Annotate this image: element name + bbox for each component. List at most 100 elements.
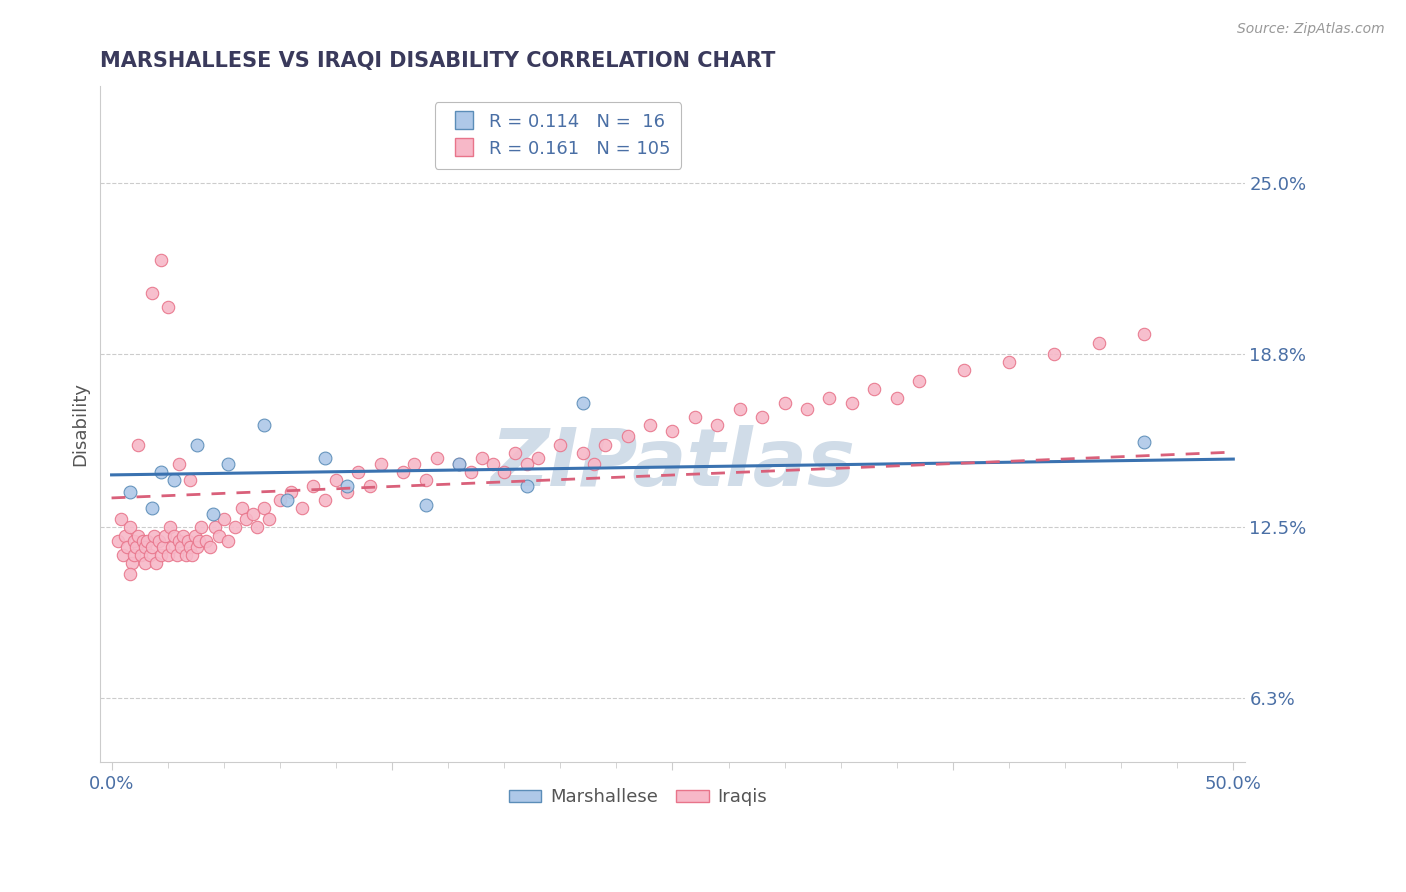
Legend: Marshallese, Iraqis: Marshallese, Iraqis [502,781,775,814]
Text: MARSHALLESE VS IRAQI DISABILITY CORRELATION CHART: MARSHALLESE VS IRAQI DISABILITY CORRELAT… [100,51,776,70]
Point [370,457,392,471]
Point [460,465,482,479]
Point [224,520,246,534]
Point [728,401,751,416]
Point [516,479,538,493]
Point [505,446,527,460]
Point [280,484,302,499]
Point [194,534,217,549]
Point [908,374,931,388]
Point [593,437,616,451]
Point [107,534,129,549]
Point [177,534,200,549]
Point [141,285,163,300]
Point [188,534,211,549]
Point [347,465,370,479]
Point [181,548,204,562]
Point [616,429,638,443]
Point [217,534,239,549]
Point [571,396,593,410]
Point [336,479,359,493]
Point [159,520,181,534]
Text: Source: ZipAtlas.com: Source: ZipAtlas.com [1237,22,1385,37]
Point [796,401,818,416]
Point [841,396,863,410]
Point [231,501,253,516]
Point [163,474,186,488]
Point [582,457,605,471]
Point [683,410,706,425]
Point [253,501,276,516]
Point [163,528,186,542]
Point [118,567,141,582]
Point [415,474,437,488]
Point [886,391,908,405]
Point [183,528,205,542]
Point [110,512,132,526]
Point [773,396,796,410]
Point [149,548,172,562]
Point [114,528,136,542]
Point [166,548,188,562]
Point [156,548,179,562]
Point [494,465,516,479]
Point [998,355,1021,369]
Point [145,556,167,570]
Point [118,520,141,534]
Point [143,528,166,542]
Point [121,556,143,570]
Point [1043,346,1066,360]
Y-axis label: Disability: Disability [72,382,89,466]
Point [314,492,336,507]
Point [415,498,437,512]
Point [325,474,347,488]
Point [751,410,773,425]
Point [149,252,172,267]
Point [122,548,145,562]
Point [217,457,239,471]
Point [212,512,235,526]
Point [179,474,201,488]
Point [170,540,193,554]
Point [179,540,201,554]
Point [190,520,212,534]
Point [404,457,426,471]
Point [208,528,231,542]
Point [1132,434,1154,449]
Text: ZIPatlas: ZIPatlas [489,425,855,503]
Point [141,501,163,516]
Point [359,479,381,493]
Point [571,446,593,460]
Point [449,457,471,471]
Point [426,451,449,466]
Point [155,528,177,542]
Point [156,300,179,314]
Point [269,492,291,507]
Point [863,383,886,397]
Point [117,540,139,554]
Point [449,457,471,471]
Point [136,534,159,549]
Point [706,418,728,433]
Point [1132,327,1154,342]
Point [257,512,280,526]
Point [482,457,505,471]
Point [246,520,269,534]
Point [548,437,571,451]
Point [152,540,174,554]
Point [336,484,359,499]
Point [125,540,148,554]
Point [314,451,336,466]
Point [127,437,149,451]
Point [167,457,190,471]
Point [201,507,224,521]
Point [661,424,683,438]
Point [118,484,141,499]
Point [186,437,208,451]
Point [127,528,149,542]
Point [167,534,190,549]
Point [302,479,325,493]
Point [200,540,222,554]
Point [111,548,134,562]
Point [132,534,155,549]
